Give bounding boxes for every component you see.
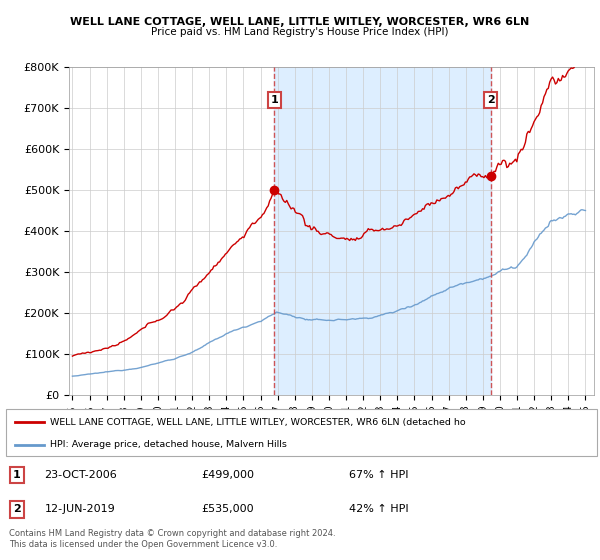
Text: £535,000: £535,000 — [201, 505, 254, 515]
Text: Price paid vs. HM Land Registry's House Price Index (HPI): Price paid vs. HM Land Registry's House … — [151, 27, 449, 37]
FancyBboxPatch shape — [6, 409, 597, 456]
Text: WELL LANE COTTAGE, WELL LANE, LITTLE WITLEY, WORCESTER, WR6 6LN: WELL LANE COTTAGE, WELL LANE, LITTLE WIT… — [70, 17, 530, 27]
Text: 2: 2 — [13, 505, 20, 515]
Text: 1: 1 — [271, 95, 278, 105]
Text: 1: 1 — [13, 470, 20, 480]
Text: 67% ↑ HPI: 67% ↑ HPI — [349, 470, 408, 480]
Text: £499,000: £499,000 — [201, 470, 254, 480]
Bar — [274, 67, 491, 395]
Text: 12-JUN-2019: 12-JUN-2019 — [44, 505, 115, 515]
Text: 42% ↑ HPI: 42% ↑ HPI — [349, 505, 409, 515]
Text: 23-OCT-2006: 23-OCT-2006 — [44, 470, 117, 480]
Text: HPI: Average price, detached house, Malvern Hills: HPI: Average price, detached house, Malv… — [50, 440, 287, 449]
Text: 2: 2 — [487, 95, 494, 105]
Text: WELL LANE COTTAGE, WELL LANE, LITTLE WITLEY, WORCESTER, WR6 6LN (detached ho: WELL LANE COTTAGE, WELL LANE, LITTLE WIT… — [50, 418, 466, 427]
Text: Contains HM Land Registry data © Crown copyright and database right 2024.
This d: Contains HM Land Registry data © Crown c… — [9, 529, 335, 549]
